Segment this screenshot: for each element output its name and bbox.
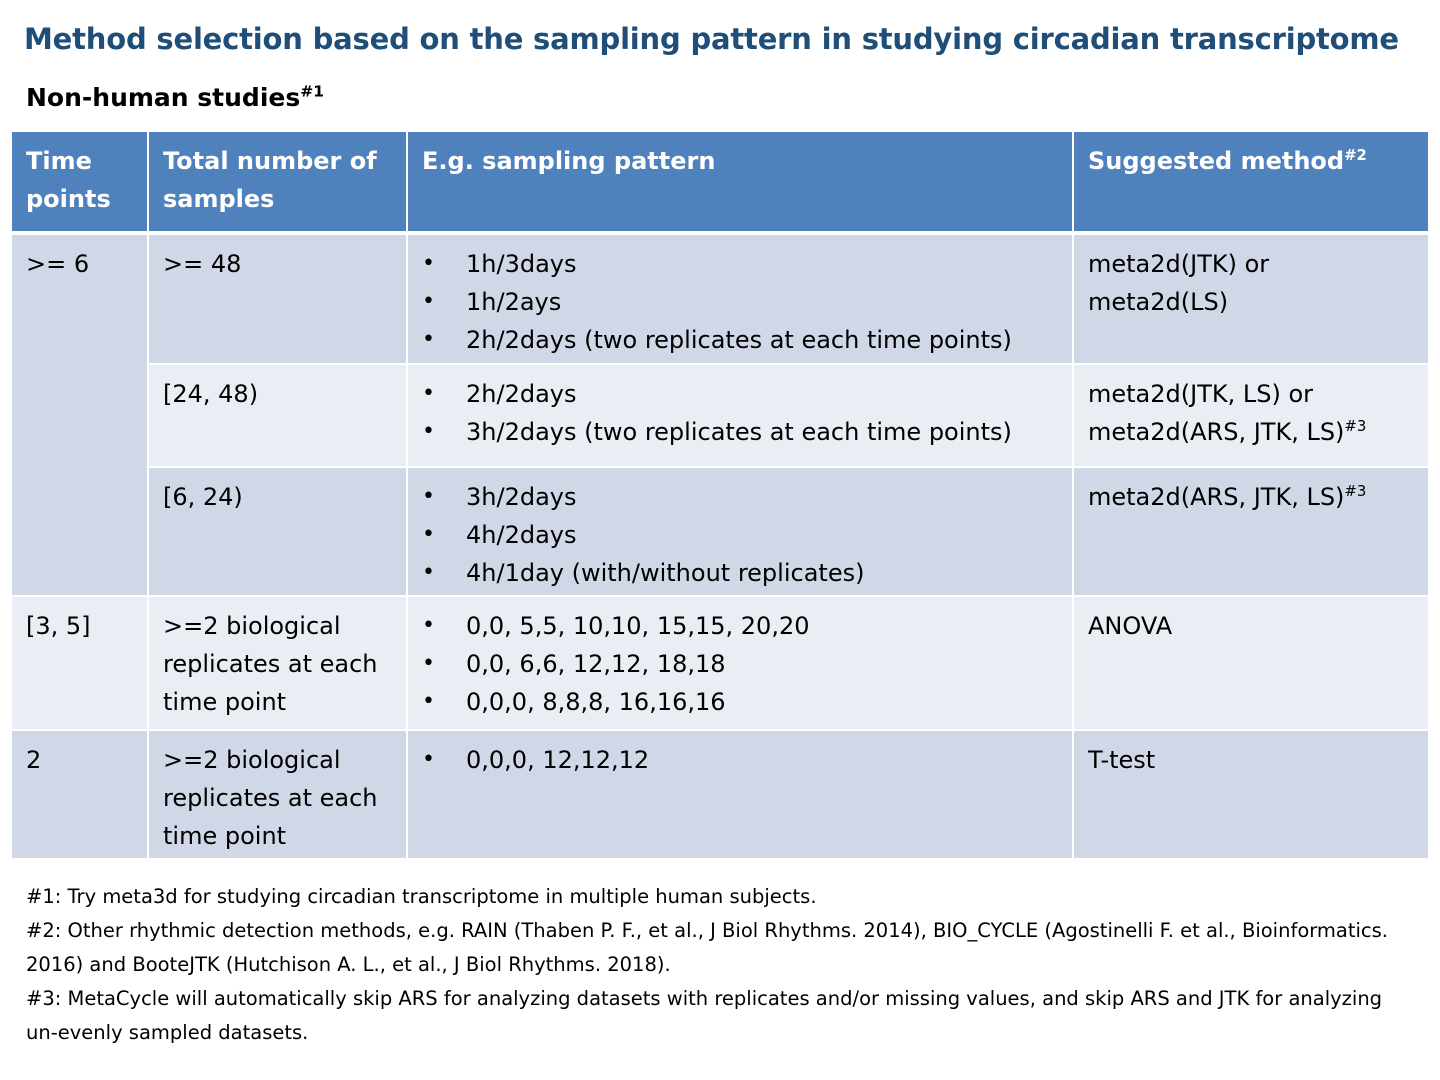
cell-total-samples: >= 48 [148, 233, 408, 365]
pattern-list: 2h/2days 3h/2days (two replicates at eac… [422, 375, 1062, 451]
pattern-item: 4h/2days [422, 516, 1062, 554]
pattern-item: 0,0,0, 8,8,8, 16,16,16 [422, 683, 1062, 721]
header-time-points: Time points [12, 132, 149, 235]
cell-time-points: [3, 5] [12, 596, 149, 731]
method-line-with-marker: meta2d(ARS, JTK, LS)#3 [1088, 478, 1418, 516]
cell-total-samples: [6, 24) [148, 467, 408, 597]
method-line-with-marker: meta2d(ARS, JTK, LS)#3 [1088, 413, 1418, 451]
table-row: [3, 5] >=2 biological replicates at each… [12, 596, 1428, 731]
method-footnote-marker: #3 [1344, 482, 1367, 500]
cell-sampling-pattern: 2h/2days 3h/2days (two replicates at eac… [407, 364, 1074, 468]
header-footnote-marker: #2 [1344, 146, 1367, 164]
header-suggested-method: Suggested method#2 [1073, 132, 1428, 235]
pattern-list: 0,0,0, 12,12,12 [422, 741, 1062, 779]
footnotes: #1: Try meta3d for studying circadian tr… [26, 880, 1416, 1050]
cell-sampling-pattern: 0,0, 5,5, 10,10, 15,15, 20,20 0,0, 6,6, … [407, 596, 1074, 731]
pattern-item: 0,0, 6,6, 12,12, 18,18 [422, 645, 1062, 683]
cell-sampling-pattern: 3h/2days 4h/2days 4h/1day (with/without … [407, 467, 1074, 597]
method-line: meta2d(ARS, JTK, LS) [1088, 483, 1345, 511]
header-sampling-pattern: E.g. sampling pattern [407, 132, 1074, 235]
method-selection-table: Time points Total number of samples E.g.… [12, 132, 1428, 860]
cell-time-points: 2 [12, 730, 149, 860]
pattern-list: 3h/2days 4h/2days 4h/1day (with/without … [422, 478, 1062, 592]
pattern-item: 4h/1day (with/without replicates) [422, 554, 1062, 592]
header-total-samples: Total number of samples [148, 132, 408, 235]
footnote-2: #2: Other rhythmic detection methods, e.… [26, 919, 1389, 976]
pattern-item: 0,0,0, 12,12,12 [422, 741, 1062, 779]
header-suggested-method-label: Suggested method [1088, 147, 1345, 175]
cell-sampling-pattern: 1h/3days 1h/2ays 2h/2days (two replicate… [407, 233, 1074, 365]
method-line: T-test [1088, 746, 1156, 774]
pattern-item: 2h/2days [422, 375, 1062, 413]
cell-suggested-method: meta2d(ARS, JTK, LS)#3 [1073, 467, 1428, 597]
section-subtitle: Non-human studies#1 [26, 83, 324, 112]
cell-total-samples: >=2 biological replicates at each time p… [148, 596, 408, 731]
cell-suggested-method: meta2d(JTK, LS) or meta2d(ARS, JTK, LS)#… [1073, 364, 1428, 468]
cell-suggested-method: meta2d(JTK) or meta2d(LS) [1073, 233, 1428, 365]
cell-total-samples: [24, 48) [148, 364, 408, 468]
method-line: meta2d(JTK) or [1088, 250, 1270, 278]
cell-suggested-method: T-test [1073, 730, 1428, 860]
method-line: meta2d(ARS, JTK, LS) [1088, 418, 1345, 446]
cell-sampling-pattern: 0,0,0, 12,12,12 [407, 730, 1074, 860]
pattern-item: 1h/3days [422, 245, 1062, 283]
pattern-item: 2h/2days (two replicates at each time po… [422, 321, 1062, 359]
footnote-1: #1: Try meta3d for studying circadian tr… [26, 885, 817, 908]
table-row: [6, 24) 3h/2days 4h/2days 4h/1day (with/… [12, 467, 1428, 597]
table-row: 2 >=2 biological replicates at each time… [12, 730, 1428, 860]
footnote-3: #3: MetaCycle will automatically skip AR… [26, 987, 1383, 1044]
pattern-item: 3h/2days [422, 478, 1062, 516]
table-row: [24, 48) 2h/2days 3h/2days (two replicat… [12, 364, 1428, 468]
page-title: Method selection based on the sampling p… [24, 22, 1399, 56]
table-header-row: Time points Total number of samples E.g.… [12, 132, 1428, 235]
subtitle-footnote-marker: #1 [300, 82, 324, 101]
method-line: meta2d(JTK, LS) or [1088, 380, 1314, 408]
cell-suggested-method: ANOVA [1073, 596, 1428, 731]
pattern-item: 3h/2days (two replicates at each time po… [422, 413, 1062, 451]
table-row: >= 6 >= 48 1h/3days 1h/2ays 2h/2days (tw… [12, 233, 1428, 597]
pattern-list: 0,0, 5,5, 10,10, 15,15, 20,20 0,0, 6,6, … [422, 607, 1062, 721]
cell-time-points: >= 6 [12, 233, 149, 597]
cell-total-samples: >=2 biological replicates at each time p… [148, 730, 408, 860]
pattern-item: 0,0, 5,5, 10,10, 15,15, 20,20 [422, 607, 1062, 645]
pattern-list: 1h/3days 1h/2ays 2h/2days (two replicate… [422, 245, 1062, 359]
pattern-item: 1h/2ays [422, 283, 1062, 321]
method-line: meta2d(LS) [1088, 288, 1229, 316]
method-footnote-marker: #3 [1344, 417, 1367, 435]
method-line: ANOVA [1088, 612, 1173, 640]
subtitle-text: Non-human studies [26, 83, 301, 112]
